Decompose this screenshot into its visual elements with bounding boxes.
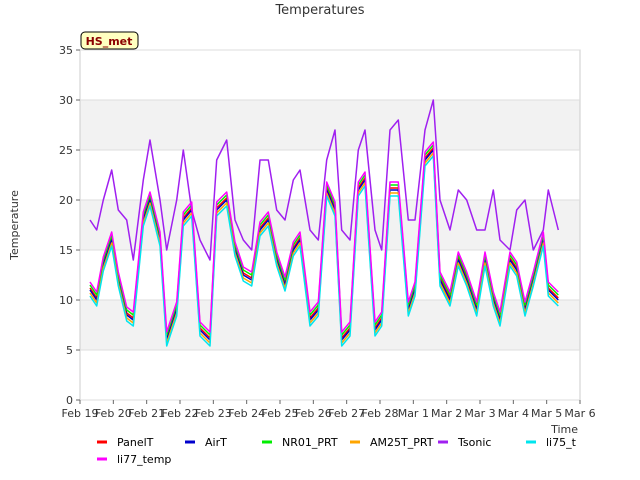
legend-label: li75_t	[546, 436, 577, 449]
x-tick-label: Mar 3	[464, 407, 495, 420]
x-tick-label: Mar 1	[398, 407, 429, 420]
chart-title: Temperatures	[274, 3, 364, 18]
x-tick-label: Feb 24	[228, 407, 265, 420]
x-tick-label: Feb 20	[95, 407, 132, 420]
series-line-tsonic	[89, 99, 560, 261]
badge-label: HS_met	[86, 35, 133, 48]
y-tick-label: 25	[59, 144, 73, 157]
legend-label: AirT	[205, 436, 227, 449]
x-tick-label: Mar 6	[564, 407, 595, 420]
x-tick-label: Feb 25	[262, 407, 299, 420]
y-axis-label: Temperature	[8, 190, 21, 261]
legend-label: li77_temp	[117, 453, 171, 466]
x-tick-label: Feb 26	[295, 407, 332, 420]
y-tick-label: 30	[59, 94, 73, 107]
x-tick-label: Feb 22	[162, 407, 199, 420]
y-tick-label: 20	[59, 194, 73, 207]
y-tick-label: 5	[66, 344, 73, 357]
y-tick-label: 10	[59, 294, 73, 307]
legend-label: NR01_PRT	[282, 436, 338, 449]
x-tick-label: Feb 21	[128, 407, 165, 420]
legend-label: AM25T_PRT	[370, 436, 434, 449]
legend-label: Tsonic	[457, 436, 491, 449]
legend: PanelT AirT NR01_PRT AM25T_PRT Tsonic li75_tl…	[97, 436, 577, 466]
x-tick-label: Feb 27	[328, 407, 365, 420]
x-tick-label: Mar 2	[431, 407, 462, 420]
y-tick-label: 15	[59, 244, 73, 257]
x-tick-label: Feb 23	[195, 407, 232, 420]
y-tick-label: 0	[66, 394, 73, 407]
series-line-li75_t	[89, 155, 559, 347]
series-line-li77_temp	[89, 141, 559, 333]
x-tick-label: Mar 5	[531, 407, 562, 420]
badge: HS_met	[80, 31, 139, 50]
band	[80, 300, 580, 350]
x-tick-label: Mar 4	[498, 407, 529, 420]
y-tick-label: 35	[59, 44, 73, 57]
band	[80, 100, 580, 150]
x-tick-label: Feb 28	[362, 407, 399, 420]
series-lines	[89, 99, 560, 347]
x-axis-label: Time	[550, 423, 578, 436]
legend-label: PanelT	[117, 436, 154, 449]
x-tick-label: Feb 19	[62, 407, 99, 420]
